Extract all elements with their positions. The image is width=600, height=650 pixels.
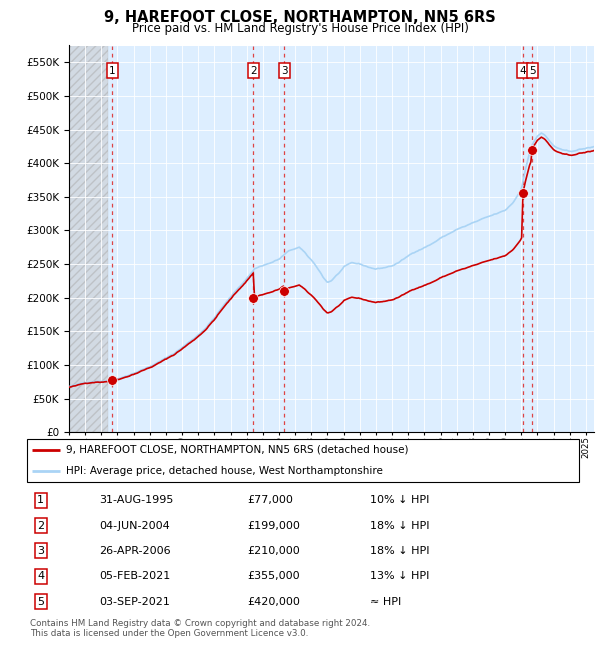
- Text: £355,000: £355,000: [247, 571, 300, 581]
- Text: 2: 2: [37, 521, 44, 530]
- Text: £420,000: £420,000: [247, 597, 300, 606]
- Text: 13% ↓ HPI: 13% ↓ HPI: [370, 571, 430, 581]
- Text: Contains HM Land Registry data © Crown copyright and database right 2024.
This d: Contains HM Land Registry data © Crown c…: [30, 619, 370, 638]
- Text: 2: 2: [250, 66, 257, 75]
- Text: ≈ HPI: ≈ HPI: [370, 597, 401, 606]
- Text: 3: 3: [37, 546, 44, 556]
- Text: £77,000: £77,000: [247, 495, 293, 505]
- Text: 4: 4: [520, 66, 526, 75]
- Text: 1: 1: [109, 66, 115, 75]
- Text: 4: 4: [37, 571, 44, 581]
- Text: 18% ↓ HPI: 18% ↓ HPI: [370, 521, 430, 530]
- FancyBboxPatch shape: [27, 439, 579, 482]
- Text: 31-AUG-1995: 31-AUG-1995: [100, 495, 174, 505]
- Text: 18% ↓ HPI: 18% ↓ HPI: [370, 546, 430, 556]
- Text: £210,000: £210,000: [247, 546, 300, 556]
- Text: 03-SEP-2021: 03-SEP-2021: [100, 597, 170, 606]
- Text: 1: 1: [37, 495, 44, 505]
- Text: 5: 5: [529, 66, 535, 75]
- Text: 9, HAREFOOT CLOSE, NORTHAMPTON, NN5 6RS (detached house): 9, HAREFOOT CLOSE, NORTHAMPTON, NN5 6RS …: [66, 445, 409, 454]
- Text: 26-APR-2006: 26-APR-2006: [100, 546, 171, 556]
- Text: Price paid vs. HM Land Registry's House Price Index (HPI): Price paid vs. HM Land Registry's House …: [131, 22, 469, 35]
- Text: £199,000: £199,000: [247, 521, 300, 530]
- Text: 9, HAREFOOT CLOSE, NORTHAMPTON, NN5 6RS: 9, HAREFOOT CLOSE, NORTHAMPTON, NN5 6RS: [104, 10, 496, 25]
- Text: 10% ↓ HPI: 10% ↓ HPI: [370, 495, 430, 505]
- Text: HPI: Average price, detached house, West Northamptonshire: HPI: Average price, detached house, West…: [66, 467, 383, 476]
- Text: 5: 5: [37, 597, 44, 606]
- Text: 05-FEB-2021: 05-FEB-2021: [100, 571, 170, 581]
- Text: 04-JUN-2004: 04-JUN-2004: [100, 521, 170, 530]
- Text: 3: 3: [281, 66, 287, 75]
